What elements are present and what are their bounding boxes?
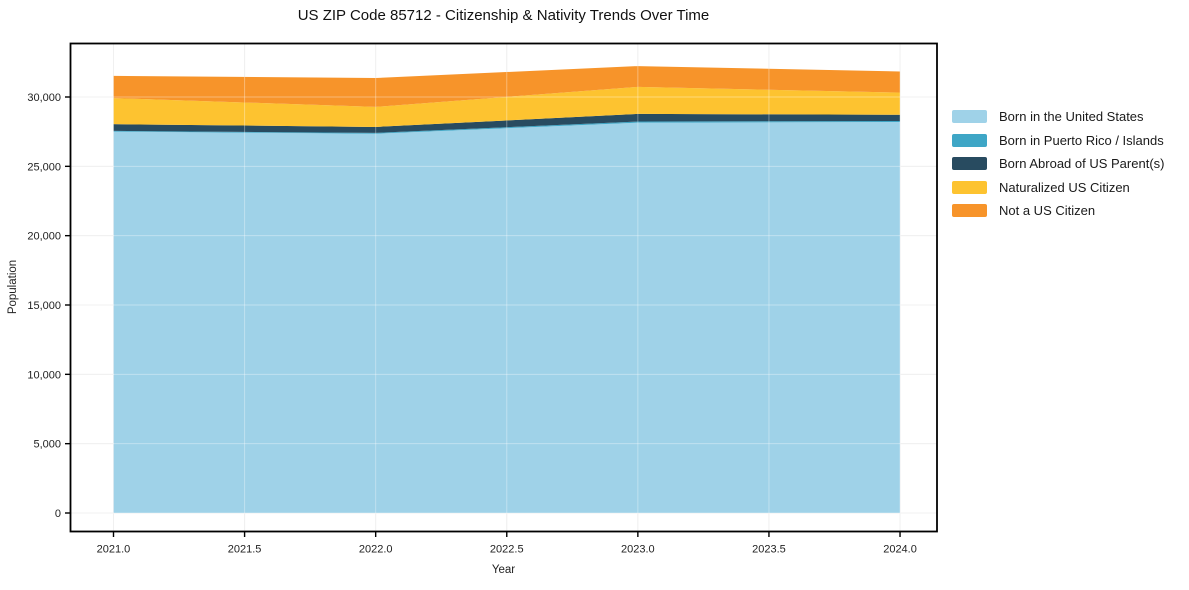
legend-swatch <box>952 180 987 194</box>
legend-swatch <box>952 204 987 218</box>
x-tick-label: 2024.0 <box>883 544 917 556</box>
x-tick-label: 2023.5 <box>752 544 786 556</box>
area-series-3 <box>113 86 901 127</box>
legend-swatch <box>952 110 987 124</box>
legend-item: Naturalized US Citizen <box>952 176 1164 200</box>
area-series-0 <box>113 121 901 514</box>
legend: Born in the United States Born in Puerto … <box>952 105 1164 223</box>
legend-item: Born Abroad of US Parent(s) <box>952 152 1164 176</box>
y-tick-label: 20,000 <box>27 231 61 243</box>
y-tick-label: 30,000 <box>27 92 61 104</box>
x-tick-label: 2023.0 <box>621 544 655 556</box>
x-tick-label: 2021.5 <box>228 544 262 556</box>
legend-swatch <box>952 133 987 147</box>
x-tick-label: 2022.0 <box>359 544 393 556</box>
area-series-1 <box>113 120 901 134</box>
y-tick-label: 25,000 <box>27 161 61 173</box>
legend-swatch <box>952 157 987 171</box>
y-axis-label: Population <box>7 259 19 315</box>
legend-label: Born in Puerto Rico / Islands <box>999 132 1164 148</box>
y-tick-label: 0 <box>55 508 61 520</box>
x-tick-label: 2021.0 <box>97 544 131 556</box>
x-axis-label: Year <box>491 564 516 576</box>
y-tick-label: 5,000 <box>33 439 61 451</box>
legend-item: Not a US Citizen <box>952 199 1164 223</box>
legend-label: Born in the United States <box>999 109 1144 125</box>
area-series-4 <box>113 66 901 107</box>
legend-label: Born Abroad of US Parent(s) <box>999 156 1165 172</box>
axes-frame <box>69 42 938 533</box>
y-tick-label: 10,000 <box>27 369 61 381</box>
legend-label: Not a US Citizen <box>999 203 1096 219</box>
chart-title: US ZIP Code 85712 - Citizenship & Nativi… <box>297 7 710 24</box>
area-series-2 <box>113 113 901 133</box>
x-tick-label: 2022.5 <box>490 544 524 556</box>
legend-label: Naturalized US Citizen <box>999 179 1130 195</box>
y-tick-label: 15,000 <box>27 300 61 312</box>
legend-item: Born in Puerto Rico / Islands <box>952 129 1164 153</box>
legend-item: Born in the United States <box>952 105 1164 129</box>
